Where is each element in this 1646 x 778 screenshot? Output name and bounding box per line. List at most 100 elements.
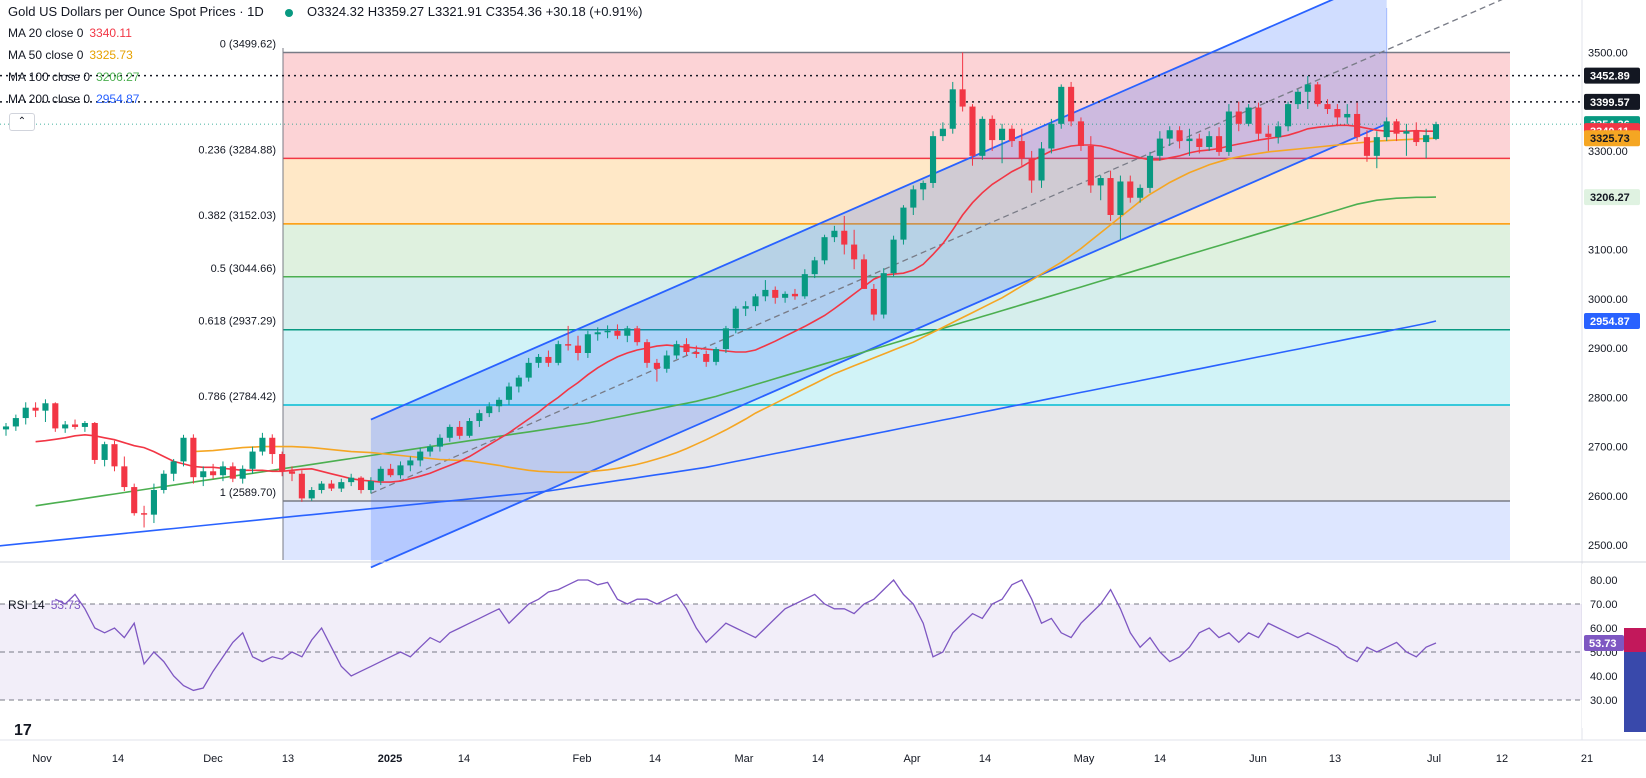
bullish-candle bbox=[1038, 142, 1045, 188]
collapse-legend-button[interactable]: ⌃ bbox=[9, 113, 35, 131]
bullish-candle bbox=[150, 483, 157, 524]
bullish-candle bbox=[1423, 128, 1430, 159]
candle-body bbox=[1344, 113, 1351, 118]
candle-body bbox=[160, 473, 167, 491]
candle-body bbox=[1048, 123, 1055, 149]
candle-body bbox=[1275, 126, 1282, 138]
candle-body bbox=[535, 356, 542, 363]
bullish-candle bbox=[81, 421, 88, 432]
candle-body bbox=[752, 296, 759, 307]
candle-body bbox=[1028, 158, 1035, 181]
candle-body bbox=[1373, 137, 1380, 156]
candle-body bbox=[1413, 131, 1420, 143]
bullish-candle bbox=[752, 293, 759, 312]
market-status-icon bbox=[285, 8, 294, 17]
ma200-label: MA 200 close 0 bbox=[8, 92, 91, 106]
price-tag bbox=[1584, 313, 1640, 330]
candle-body bbox=[1008, 128, 1015, 142]
candle-body bbox=[505, 386, 513, 400]
time-tick-label: Nov bbox=[32, 753, 52, 765]
bullish-candle bbox=[1383, 117, 1390, 142]
bearish-candle bbox=[614, 324, 621, 340]
candle-body bbox=[663, 355, 670, 369]
candle-body bbox=[614, 330, 621, 336]
time-tick-label: 14 bbox=[1154, 753, 1166, 765]
ma50-legend[interactable]: MA 50 close 0 3325.73 bbox=[8, 48, 133, 62]
bearish-candle bbox=[683, 338, 690, 356]
bullish-candle bbox=[427, 444, 434, 457]
bullish-candle bbox=[929, 131, 937, 188]
candle-body bbox=[624, 328, 631, 336]
candle-body bbox=[1215, 136, 1223, 152]
ma20-legend[interactable]: MA 20 close 0 3340.11 bbox=[8, 26, 132, 40]
candle-body bbox=[634, 328, 641, 343]
price-tag bbox=[1584, 93, 1640, 110]
price-tag-label: 3452.89 bbox=[1590, 71, 1630, 83]
candlesticks bbox=[2, 52, 1440, 528]
candle-body bbox=[42, 403, 49, 411]
price-tag-label: 3206.27 bbox=[1590, 192, 1630, 204]
bearish-candle bbox=[1196, 133, 1203, 154]
rsi-legend[interactable]: RSI 14 53.73 bbox=[8, 598, 81, 612]
bearish-candle bbox=[71, 419, 79, 430]
candle-body bbox=[210, 471, 217, 476]
candle-body bbox=[476, 413, 483, 422]
candle-body bbox=[545, 356, 552, 363]
candle-body bbox=[643, 342, 651, 363]
candle-body bbox=[180, 437, 187, 462]
candle-body bbox=[190, 437, 197, 478]
bearish-candle bbox=[288, 466, 296, 482]
rsi-line bbox=[55, 578, 1437, 692]
candle-body bbox=[1107, 178, 1114, 215]
rsi-tick-label: 80.00 bbox=[1590, 575, 1618, 587]
candle-body bbox=[1314, 84, 1321, 105]
candle-body bbox=[949, 89, 956, 129]
fib-level-label: 0.5 (3044.66) bbox=[211, 263, 276, 275]
candle-body bbox=[229, 466, 236, 479]
bearish-candle bbox=[1028, 150, 1035, 193]
candle-body bbox=[604, 330, 611, 333]
candle-body bbox=[71, 424, 79, 427]
candle-body bbox=[1255, 107, 1262, 134]
bullish-candle bbox=[1294, 89, 1301, 110]
candle-body bbox=[1206, 136, 1213, 147]
time-tick-label: Jul bbox=[1427, 753, 1441, 765]
candle-body bbox=[565, 344, 572, 346]
ma100-legend[interactable]: MA 100 close 0 3206.27 bbox=[8, 70, 139, 84]
candle-body bbox=[367, 481, 374, 491]
bullish-candle bbox=[338, 478, 345, 492]
tradingview-logo-icon[interactable]: 17 bbox=[14, 722, 32, 739]
candle-body bbox=[1146, 155, 1154, 188]
candle-body bbox=[1196, 138, 1203, 147]
candle-body bbox=[762, 289, 769, 297]
bearish-candle bbox=[141, 505, 148, 528]
time-tick-label: 14 bbox=[458, 753, 470, 765]
ma100-value: 3206.27 bbox=[96, 70, 140, 84]
rsi-overbought-marker bbox=[1624, 628, 1646, 652]
candle-body bbox=[1097, 178, 1104, 186]
ma200-legend[interactable]: MA 200 close 0 2954.87 bbox=[8, 92, 139, 106]
bullish-candle bbox=[318, 481, 325, 494]
ma100-label: MA 100 close 0 bbox=[8, 70, 91, 84]
candle-body bbox=[1354, 113, 1361, 138]
time-tick-label: 13 bbox=[282, 753, 294, 765]
candle-body bbox=[131, 487, 138, 514]
candle-body bbox=[693, 352, 700, 354]
candle-body bbox=[348, 477, 355, 483]
bullish-candle bbox=[890, 235, 897, 277]
bearish-candle bbox=[841, 215, 848, 255]
candle-body bbox=[12, 418, 19, 427]
candle-body bbox=[456, 426, 463, 436]
bullish-candle bbox=[624, 325, 631, 343]
price-tick-label: 3100.00 bbox=[1588, 245, 1628, 257]
candle-body bbox=[1018, 141, 1025, 159]
candle-body bbox=[288, 471, 296, 474]
price-tag-label: 2954.87 bbox=[1590, 316, 1630, 328]
bullish-candle bbox=[999, 123, 1006, 164]
bullish-candle bbox=[722, 325, 729, 353]
bullish-candle bbox=[525, 357, 532, 382]
time-axis: Nov 14 Dec 13 2025 14 Feb 14 Mar 14 Apr 14 May 14 Jun 1… bbox=[0, 739, 1646, 765]
price-tick-label: 2600.00 bbox=[1588, 491, 1628, 503]
